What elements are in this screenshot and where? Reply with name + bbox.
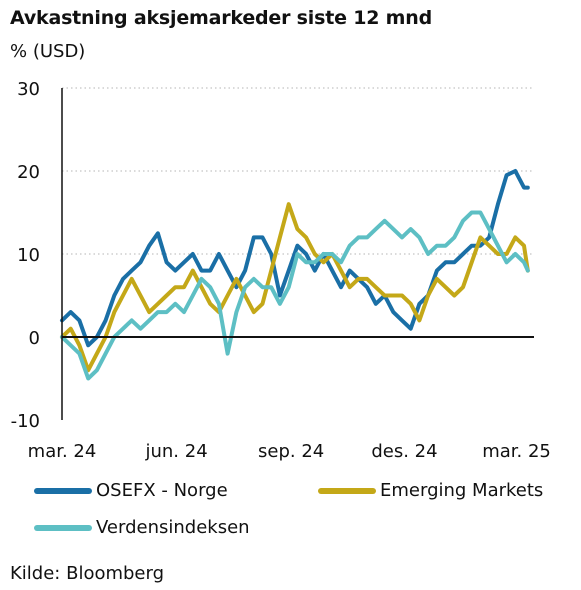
legend-label-verdensindeksen: Verdensindeksen — [96, 517, 250, 538]
x-tick-label: mar. 24 — [28, 441, 97, 462]
series-line-emerging-markets — [60, 202, 530, 373]
legend-item-osefx: OSEFX - Norge — [34, 480, 228, 501]
source-note: Kilde: Bloomberg — [10, 563, 165, 584]
x-tick-label: sep. 24 — [258, 441, 324, 462]
x-tick-label: des. 24 — [371, 441, 437, 462]
y-tick-label: 20 — [17, 162, 40, 183]
line-chart: 30 20 10 0 -10 mar. 24 jun. 24 sep. 24 des. 24 ma… — [11, 79, 551, 462]
y-tick-label: 30 — [17, 79, 40, 100]
legend-item-verdensindeksen: Verdensindeksen — [34, 517, 250, 538]
y-tick-label: 10 — [17, 245, 40, 266]
series-line-verdensindeksen — [60, 210, 530, 381]
legend-swatch-verdensindeksen — [34, 524, 92, 531]
legend-label-osefx: OSEFX - Norge — [96, 480, 228, 501]
y-tick-label: 0 — [29, 328, 40, 349]
y-axis-unit-label: % (USD) — [10, 41, 86, 62]
y-tick-label: -10 — [11, 411, 40, 432]
x-tick-label: mar. 25 — [482, 441, 551, 462]
x-tick-label: jun. 24 — [144, 441, 207, 462]
legend-swatch-osefx — [34, 487, 92, 494]
chart-title: Avkastning aksjemarkeder siste 12 mnd — [10, 7, 432, 29]
series-line-osefx-norge — [60, 169, 530, 348]
legend-swatch-emerging-markets — [318, 487, 376, 494]
legend-item-emerging-markets: Emerging Markets — [318, 480, 543, 501]
legend-label-emerging-markets: Emerging Markets — [380, 480, 544, 501]
